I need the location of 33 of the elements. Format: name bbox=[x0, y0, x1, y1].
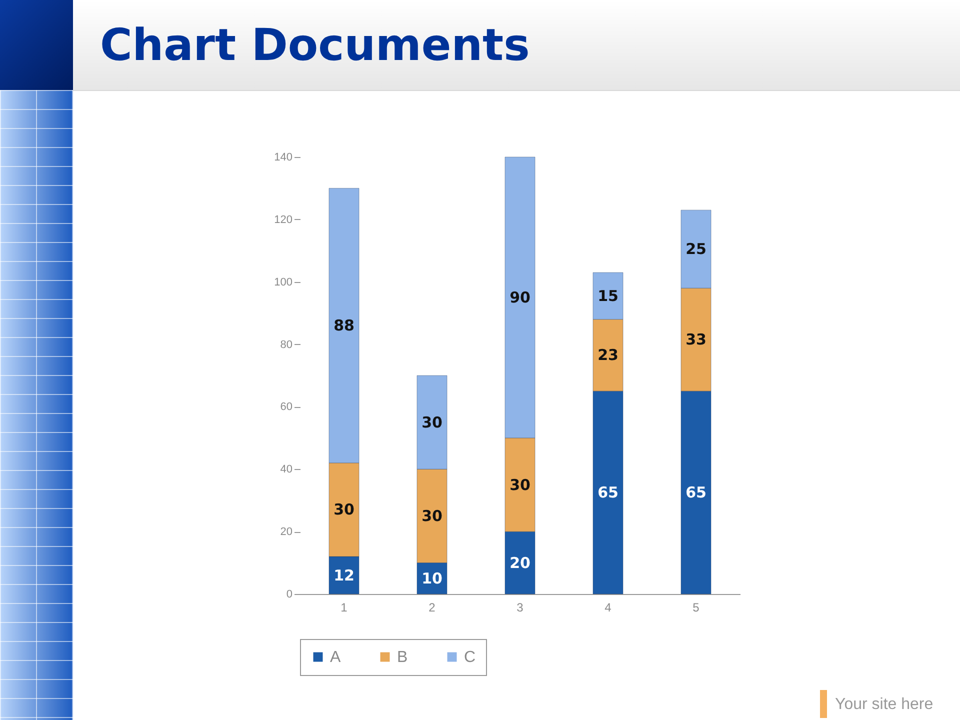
data-label: 23 bbox=[598, 346, 618, 364]
data-label: 10 bbox=[422, 569, 442, 588]
data-label: 30 bbox=[422, 413, 442, 432]
y-tick-label: 140 bbox=[274, 152, 292, 164]
y-tick-label: 20 bbox=[280, 526, 292, 538]
chart-title: Chart Documents bbox=[100, 20, 530, 71]
data-label: 90 bbox=[510, 288, 530, 306]
y-tick-label: 120 bbox=[274, 214, 292, 226]
data-label: 33 bbox=[686, 330, 706, 349]
x-tick-label: 1 bbox=[340, 600, 348, 614]
x-tick-label: 5 bbox=[692, 600, 700, 614]
data-label: 30 bbox=[334, 500, 354, 519]
legend-label: B bbox=[397, 649, 408, 666]
data-label: 25 bbox=[686, 240, 706, 258]
y-tick-label: 0 bbox=[286, 588, 292, 600]
x-tick-label: 4 bbox=[604, 600, 612, 614]
legend-label: C bbox=[464, 649, 476, 666]
data-label: 30 bbox=[510, 476, 530, 494]
legend-label: A bbox=[330, 649, 341, 666]
text: Your site here bbox=[835, 696, 934, 714]
data-label: 30 bbox=[422, 506, 442, 525]
y-tick-label: 100 bbox=[274, 276, 292, 288]
data-label: 20 bbox=[510, 554, 530, 572]
y-tick-label: 80 bbox=[280, 338, 292, 351]
data-label: 88 bbox=[334, 316, 354, 335]
data-label: 65 bbox=[598, 484, 618, 502]
x-tick-label: 3 bbox=[516, 600, 524, 614]
data-label: 12 bbox=[334, 566, 354, 584]
y-tick-label: 40 bbox=[280, 464, 292, 476]
data-label: 15 bbox=[598, 286, 618, 305]
x-tick-label: 2 bbox=[428, 600, 436, 614]
y-tick-label: 60 bbox=[280, 401, 292, 414]
data-label: 65 bbox=[686, 484, 706, 502]
